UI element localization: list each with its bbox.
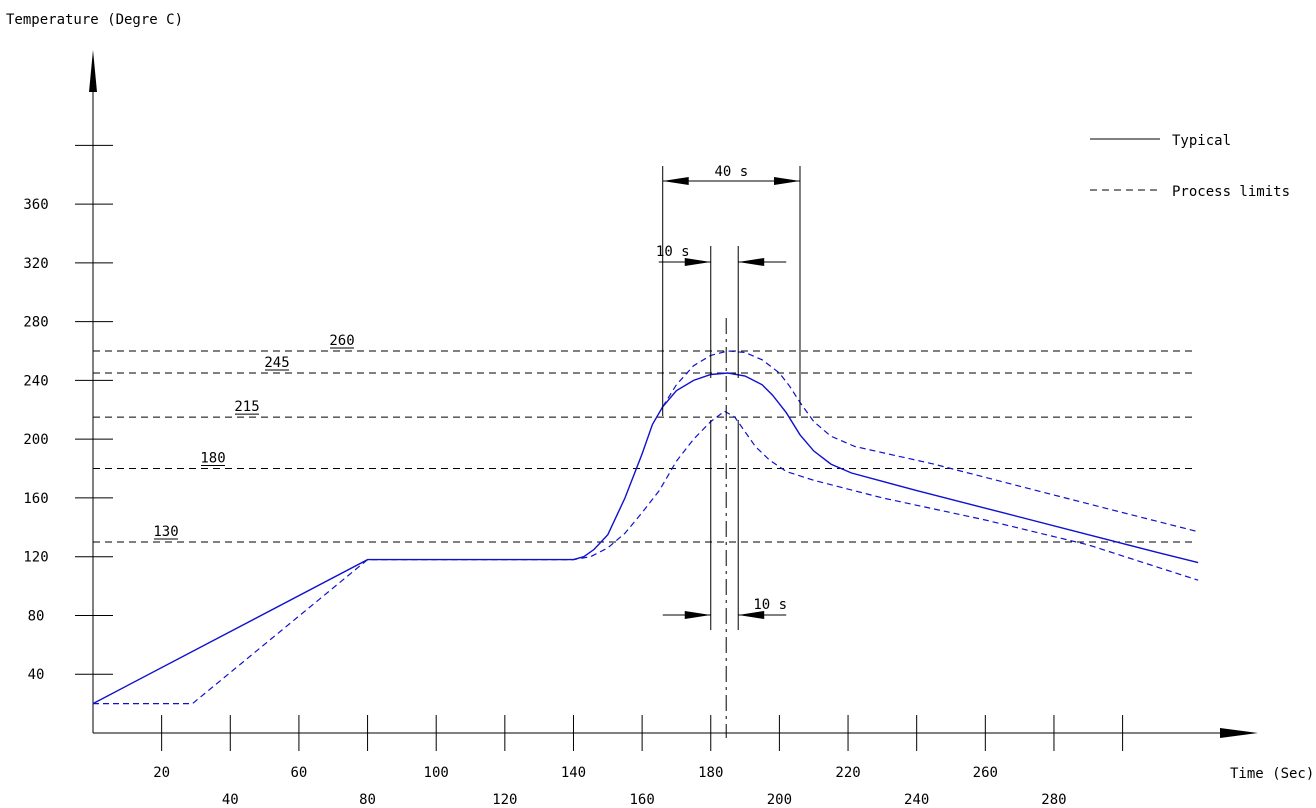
dimension-arrowhead — [738, 611, 765, 619]
y-tick-label: 200 — [23, 432, 48, 448]
legend: Typical Process limits — [1090, 133, 1290, 200]
y-tick-label: 320 — [23, 256, 48, 272]
reference-label-260: 260 — [329, 333, 354, 349]
dimension-arrowhead — [684, 258, 711, 266]
y-tick-label: 40 — [28, 667, 45, 683]
x-axis-label: Time (Sec) — [1230, 766, 1314, 782]
dimension-annotations: 40 s 10 s 10 s — [656, 164, 801, 738]
reference-label-245: 245 — [264, 355, 289, 371]
x-tick-label: 120 — [492, 792, 517, 808]
reference-label-130: 130 — [153, 524, 178, 540]
reference-label-215: 215 — [234, 399, 259, 415]
y-tick-label: 360 — [23, 197, 48, 213]
axes — [89, 50, 1258, 738]
x-tick-label: 180 — [698, 765, 723, 781]
x-tick-label: 260 — [973, 765, 998, 781]
x-axis-arrow — [1220, 728, 1258, 738]
y-tick-label: 80 — [28, 608, 45, 624]
reference-label-180: 180 — [200, 451, 225, 467]
series-line-0 — [92, 372, 1199, 705]
x-tick-label: 80 — [359, 792, 376, 808]
x-tick-label: 200 — [767, 792, 792, 808]
x-tick-label: 280 — [1041, 792, 1066, 808]
legend-limits-label: Process limits — [1172, 184, 1290, 200]
y-tick-label: 240 — [23, 373, 48, 389]
series-line-2 — [662, 350, 1199, 533]
annotation-10s-lower: 10 s — [753, 597, 787, 613]
series-line-1 — [93, 410, 1199, 705]
x-tick-label: 100 — [424, 765, 449, 781]
x-tick-label: 60 — [290, 765, 307, 781]
y-tick-label: 160 — [23, 491, 48, 507]
y-tick-label: 120 — [23, 550, 48, 566]
x-tick-label: 160 — [629, 792, 654, 808]
y-axis-arrow — [89, 50, 97, 92]
x-tick-label: 240 — [904, 792, 929, 808]
legend-typical-label: Typical — [1172, 133, 1231, 149]
y-tick-label: 280 — [23, 315, 48, 331]
dimension-arrowhead — [684, 611, 711, 619]
annotation-10s-upper: 10 s — [656, 244, 690, 260]
dimension-arrowhead — [773, 177, 800, 185]
x-tick-label: 40 — [222, 792, 239, 808]
y-axis-ticks: 40 80 120 160 200 240 280 320 360 — [23, 144, 113, 683]
dimension-arrowhead — [738, 258, 765, 266]
annotation-40s: 40 s — [714, 164, 748, 180]
y-axis-label: Temperature (Degre C) — [6, 12, 183, 28]
x-axis-ticks: 20 40 60 80 100 120 140 160 180 200 220 240 260 280 — [153, 715, 1124, 808]
dimension-arrowhead — [662, 177, 689, 185]
x-tick-label: 20 — [153, 765, 170, 781]
reference-lines: 260 245 215 180 130 — [93, 333, 1195, 543]
x-tick-label: 140 — [561, 765, 586, 781]
x-tick-label: 220 — [835, 765, 860, 781]
